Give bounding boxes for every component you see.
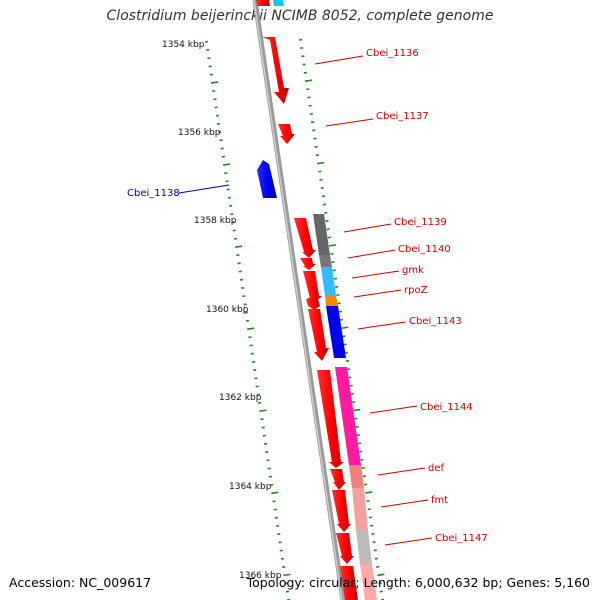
- gene-arrow-cbei-1139: [294, 218, 316, 258]
- gene-label-def: def: [428, 463, 445, 474]
- scale-label: 1356 kbp: [178, 128, 221, 138]
- category-block-cyan-top: [273, 0, 284, 6]
- major-tick: [271, 491, 279, 495]
- gene-arrow-top: [256, 0, 270, 6]
- scale-ticks-right: [298, 38, 385, 600]
- category-block-pink-bottom: [360, 564, 377, 600]
- category-block-pink-fmt: [352, 488, 368, 530]
- gene-arrow-cbei-1147: [336, 533, 354, 564]
- gene-labels[interactable]: Cbei_1136 Cbei_1137 Cbei_1138 Cbei_1139 …: [127, 48, 488, 544]
- gene-arrow-cbei-1137: [278, 124, 295, 144]
- scale-label: 1358 kbp: [194, 216, 237, 226]
- gene-arrow-rpoz: [306, 299, 320, 310]
- gene-label-cbei-1137: Cbei_1137: [376, 111, 429, 122]
- category-block-pink-def: [349, 465, 364, 488]
- major-tick: [283, 573, 291, 577]
- gene-label-cbei-1139: Cbei_1139: [394, 217, 447, 228]
- topology-text: Topology: circular; Length: 6,000,632 bp…: [246, 575, 590, 590]
- genome-backbone: [252, 0, 346, 600]
- gene-arrow-cbei-1144: [317, 370, 344, 468]
- major-tick: [377, 573, 385, 577]
- category-strip: [273, 0, 377, 600]
- major-tick: [329, 244, 337, 247]
- category-block-cyan-gmk: [321, 267, 336, 296]
- gene-arrow-gmk: [303, 271, 322, 303]
- major-tick: [304, 79, 313, 82]
- gene-label-fmt: fmt: [431, 495, 448, 506]
- scale-label: 1360 kbp: [206, 305, 249, 315]
- major-tick: [222, 163, 231, 166]
- label-leader-lines: [178, 55, 433, 546]
- category-block-grey-1140: [319, 255, 332, 267]
- gene-arrow-cbei-1138: [257, 160, 277, 198]
- gene-label-cbei-1144: Cbei_1144: [420, 402, 473, 413]
- gene-arrow-fmt: [332, 490, 351, 532]
- gene-label-cbei-1147: Cbei_1147: [435, 533, 488, 544]
- major-tick: [247, 327, 255, 330]
- major-tick: [210, 81, 219, 84]
- scale-label: 1354 kbp: [162, 40, 205, 50]
- major-tick: [353, 408, 361, 412]
- gene-arrow-cbei-1136: [262, 37, 289, 104]
- gene-label-cbei-1143: Cbei_1143: [409, 316, 462, 327]
- scale-labels: 1354 kbp 1356 kbp 1358 kbp 1360 kbp 1362…: [162, 40, 282, 581]
- major-tick: [365, 491, 373, 494]
- scale-label: 1364 kbp: [229, 482, 272, 492]
- gene-label-cbei-1140: Cbei_1140: [398, 244, 451, 255]
- scale-label: 1366 kbp: [239, 571, 282, 581]
- category-block-grey-1147: [356, 530, 372, 564]
- genome-title: Clostridium beijerinckii NCIMB 8052, com…: [106, 8, 494, 24]
- category-block-blue-1143: [326, 306, 346, 358]
- accession-text: Accession: NC_009617: [9, 575, 152, 590]
- gene-arrow-bottom: [340, 566, 358, 600]
- major-tick: [316, 161, 325, 165]
- gene-label-cbei-1136: Cbei_1136: [366, 48, 419, 59]
- gene-label-rpoz: rpoZ: [404, 285, 428, 296]
- scale-label: 1362 kbp: [219, 393, 262, 403]
- scale-ticks-left: [204, 40, 291, 600]
- gene-label-gmk: gmk: [402, 265, 424, 276]
- major-tick: [341, 326, 349, 330]
- gene-arrow-cbei-1143: [308, 309, 329, 361]
- genes[interactable]: [256, 0, 358, 600]
- major-tick: [259, 409, 267, 413]
- category-block-orange-rpoz: [325, 296, 338, 306]
- gene-label-cbei-1138: Cbei_1138: [127, 188, 180, 199]
- major-tick: [235, 245, 243, 248]
- gene-arrow-cbei-1140: [300, 258, 316, 270]
- gene-arrow-def: [330, 469, 346, 490]
- category-block-grey-1139: [313, 214, 330, 255]
- category-block-magenta-1144: [335, 367, 361, 465]
